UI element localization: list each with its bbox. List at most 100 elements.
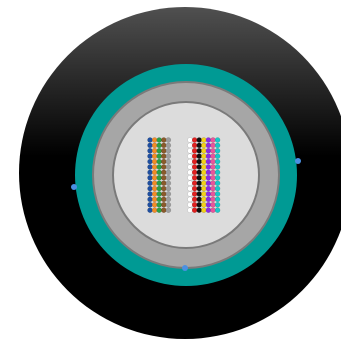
fiber-left-group-4-7 xyxy=(165,175,172,181)
fiber-right-group-4-11 xyxy=(205,196,212,203)
fiber-right-group-6-6 xyxy=(214,169,221,176)
fiber-right-group-3-1 xyxy=(201,142,207,149)
fiber-right-group-1-7 xyxy=(191,175,198,181)
fiber-left-group-1-0 xyxy=(151,137,158,143)
fiber-right-group-1-0 xyxy=(191,137,198,143)
fiber-left-group-1-8 xyxy=(151,180,158,186)
fiber-right-group-1-13 xyxy=(191,207,198,213)
fiber-right-group-3-6 xyxy=(201,169,207,176)
fiber-left-group-0-0 xyxy=(147,137,153,143)
fiber-right-group-5-11 xyxy=(210,196,216,203)
fiber-left-group-1-4 xyxy=(151,158,158,165)
fiber-right-group-2-9 xyxy=(196,185,202,192)
fiber-left-group-2-12 xyxy=(156,202,162,208)
fiber-left-group-4-12 xyxy=(165,202,172,208)
fiber-right-group-1-1 xyxy=(191,142,198,149)
fiber-right-group-5-12 xyxy=(210,202,216,208)
fiber-right-group-4-9 xyxy=(205,185,212,192)
fiber-right-group-2-13 xyxy=(196,207,202,213)
fiber-right-group-3-12 xyxy=(201,202,207,208)
fiber-right-group-3-7 xyxy=(201,175,207,181)
fiber-left-group-3-1 xyxy=(161,142,167,149)
fiber-right-group-5-1 xyxy=(210,142,216,149)
fiber-right-group-2-11 xyxy=(196,196,202,203)
fiber-right-group-3-4 xyxy=(201,158,207,165)
fiber-left-group-3-10 xyxy=(161,191,167,197)
fiber-right-group-4-13 xyxy=(205,207,212,213)
fiber-left-group-0-1 xyxy=(147,142,153,149)
fiber-right-group-5-9 xyxy=(210,185,216,192)
fiber-left-group-4-8 xyxy=(165,180,172,186)
fiber-left-group-1-2 xyxy=(151,148,158,154)
fiber-left-group-1-9 xyxy=(151,185,158,192)
fiber-right-group-6-2 xyxy=(214,148,221,154)
fiber-left-group-1-12 xyxy=(151,202,158,208)
fiber-left-group-3-6 xyxy=(161,169,167,176)
fiber-left-group-3-4 xyxy=(161,158,167,165)
fiber-left-group-4-3 xyxy=(165,153,172,159)
fiber-right-group-2-5 xyxy=(196,164,202,170)
fiber-right-group-6-3 xyxy=(214,153,221,159)
fiber-left-group-0-11 xyxy=(147,196,153,203)
fiber-right-group-3-5 xyxy=(201,164,207,170)
fiber-left-group-4-2 xyxy=(165,148,172,154)
fiber-right-group-5-4 xyxy=(210,158,216,165)
fiber-right-group-5-7 xyxy=(210,175,216,181)
fiber-right-group-2-0 xyxy=(196,137,202,143)
fiber-left-group-0-7 xyxy=(147,175,153,181)
fiber-left-group-2-2 xyxy=(156,148,162,154)
fiber-left-group-3-5 xyxy=(161,164,167,170)
fiber-right-group-1-10 xyxy=(191,191,198,197)
fiber-right-group-5-3 xyxy=(210,153,216,159)
fiber-left-group-3-13 xyxy=(161,207,167,213)
fiber-right-group-0-3 xyxy=(187,153,193,159)
fiber-left-group-2-3 xyxy=(156,153,162,159)
fiber-left-group-2-13 xyxy=(156,207,162,213)
fiber-left-group-2-0 xyxy=(156,137,162,143)
fiber-right-group-0-1 xyxy=(187,142,193,149)
fiber-right-group-1-4 xyxy=(191,158,198,165)
fiber-right-group-4-5 xyxy=(205,164,212,170)
fiber-left-group-4-4 xyxy=(165,158,172,165)
fiber-right-group-2-8 xyxy=(196,180,202,186)
fiber-right-group-4-0 xyxy=(205,137,212,143)
fiber-left-group-4-6 xyxy=(165,169,172,176)
ripcord-left xyxy=(71,184,77,190)
fiber-left-group-2-1 xyxy=(156,142,162,149)
fiber-right-group-4-4 xyxy=(205,158,212,165)
fiber-right-group-0-2 xyxy=(187,148,193,154)
fiber-right-group-2-2 xyxy=(196,148,202,154)
fiber-right-group-2-3 xyxy=(196,153,202,159)
fiber-right-group-6-12 xyxy=(214,202,221,208)
fiber-right-group-1-5 xyxy=(191,164,198,170)
fiber-left-group-2-10 xyxy=(156,191,162,197)
fiber-left-group-0-3 xyxy=(147,153,153,159)
fiber-right-group-3-13 xyxy=(201,207,207,213)
fiber-left-group-1-10 xyxy=(151,191,158,197)
fiber-right-group-2-6 xyxy=(196,169,202,176)
fiber-right-group-1-3 xyxy=(191,153,198,159)
fiber-ribbons xyxy=(147,137,221,213)
fiber-left-group-4-9 xyxy=(165,185,172,192)
fiber-left-group-4-11 xyxy=(165,196,172,203)
fiber-left-group-0-6 xyxy=(147,169,153,176)
fiber-right-group-2-10 xyxy=(196,191,202,197)
fiber-right-group-1-12 xyxy=(191,202,198,208)
fiber-right-group-1-8 xyxy=(191,180,198,186)
fiber-right-group-0-6 xyxy=(187,169,193,176)
fiber-left-group-1-13 xyxy=(151,207,158,213)
fiber-left-group-2-8 xyxy=(156,180,162,186)
fiber-left-group-1-5 xyxy=(151,164,158,170)
fiber-right-group-6-0 xyxy=(214,137,221,143)
fiber-left-group-0-4 xyxy=(147,158,153,165)
fiber-right-group-1-2 xyxy=(191,148,198,154)
fiber-left-group-4-10 xyxy=(165,191,172,197)
fiber-left-group-2-5 xyxy=(156,164,162,170)
fiber-right-group-5-10 xyxy=(210,191,216,197)
fiber-right-group-0-8 xyxy=(187,180,193,186)
fiber-left-group-2-6 xyxy=(156,169,162,176)
fiber-right-group-6-13 xyxy=(214,207,221,213)
fiber-right-group-5-6 xyxy=(210,169,216,176)
fiber-right-group-4-7 xyxy=(205,175,212,181)
fiber-left-group-1-1 xyxy=(151,142,158,149)
